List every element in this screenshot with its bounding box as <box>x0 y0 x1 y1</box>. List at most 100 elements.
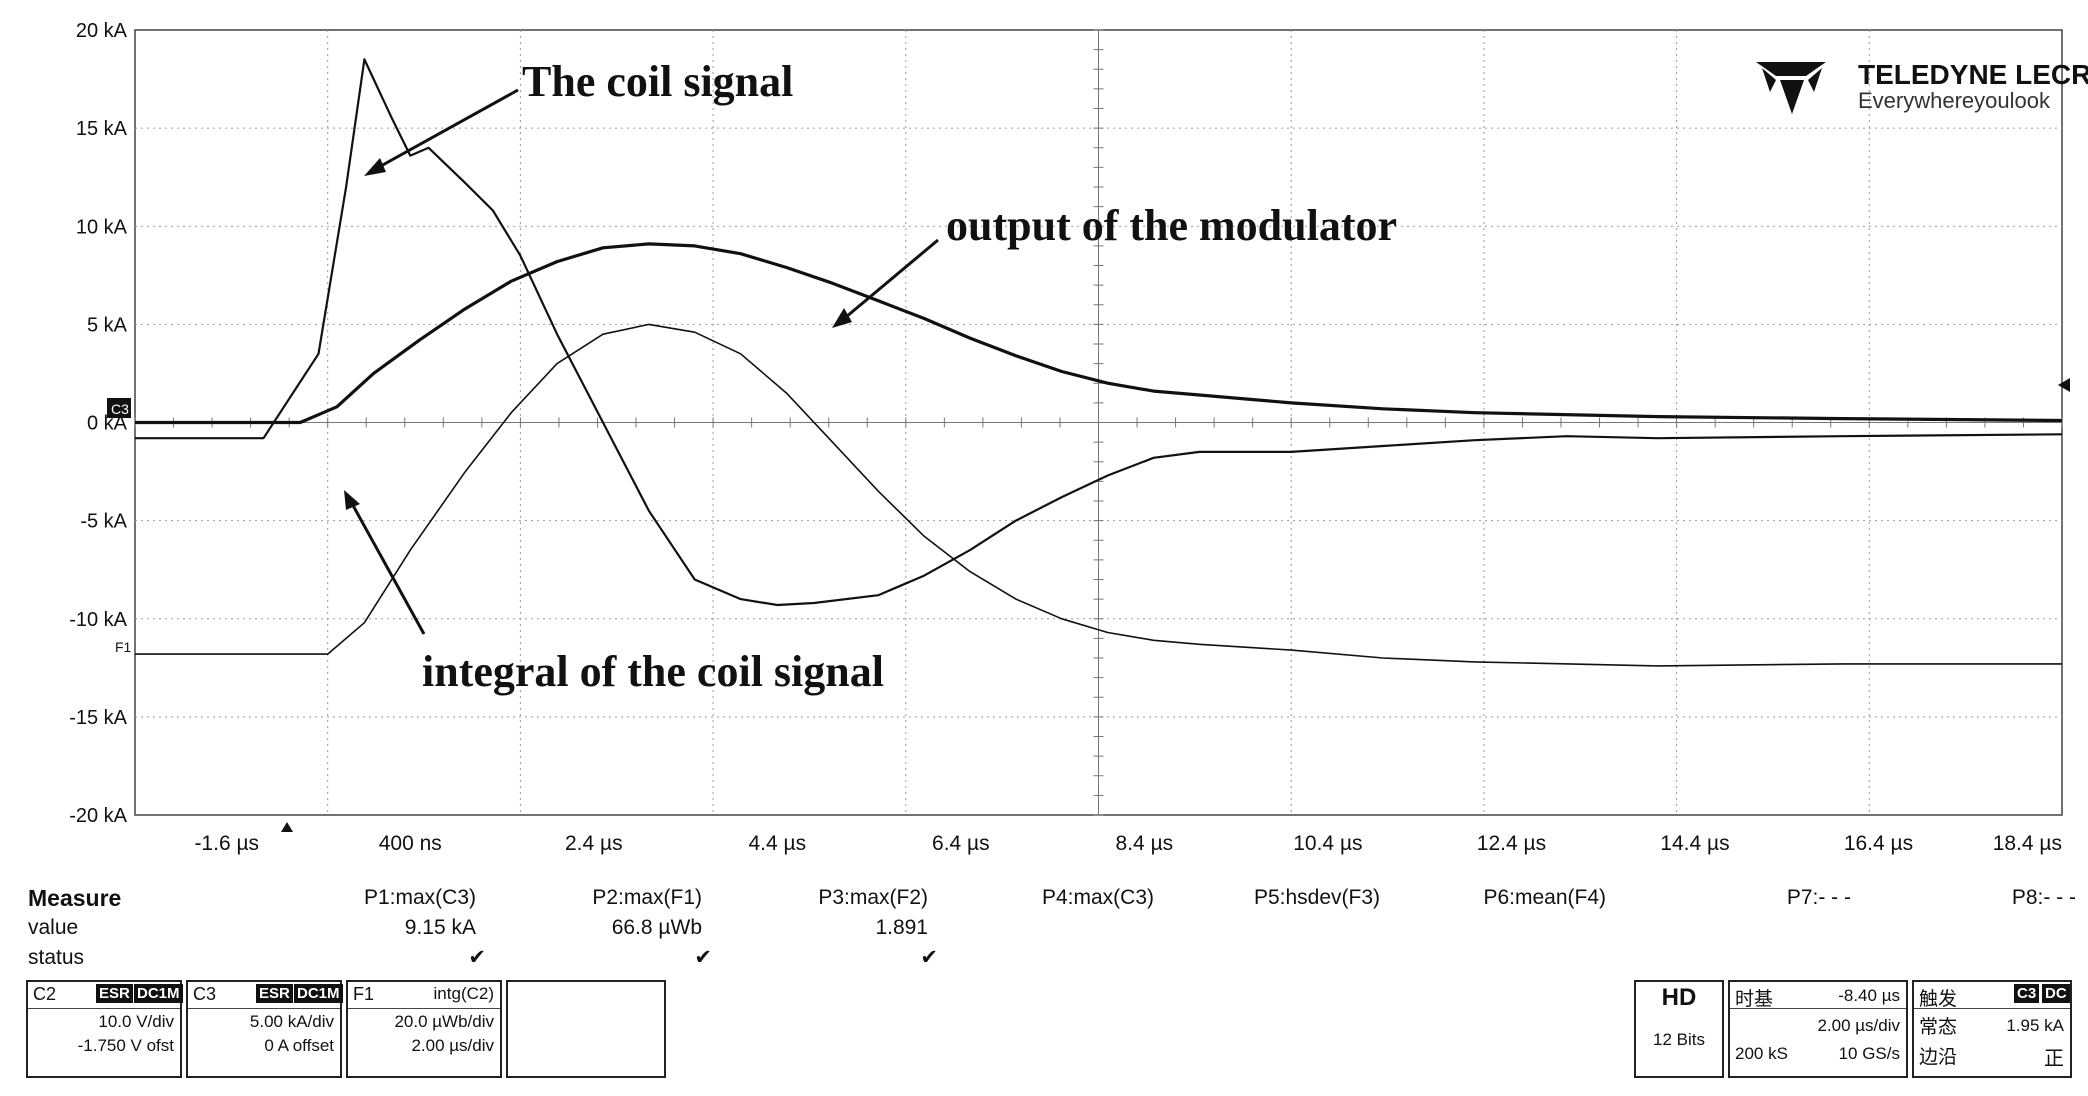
x-tick-label: 18.4 µs <box>1993 832 2062 855</box>
channel-c3-name: C3 <box>193 984 217 1004</box>
empty-channel-box[interactable] <box>506 980 666 1078</box>
c3-ground-marker-bg <box>107 398 131 418</box>
y-tick-label: -10 kA <box>69 609 127 631</box>
measure-param[interactable]: P7:- - - <box>1786 886 1851 909</box>
annotation-integral: integral of the coil signal <box>422 647 884 696</box>
channel-c2-scale: 10.0 V/div <box>98 1012 174 1031</box>
divider <box>1730 1008 1906 1009</box>
function-f1-operator: intg(C2) <box>433 984 494 1003</box>
trigger-mode: 常态 <box>1919 1017 1958 1038</box>
annotation-coil-arrow <box>369 88 519 174</box>
y-tick-label: 15 kA <box>76 118 128 140</box>
x-tick-label: -1.6 µs <box>194 832 259 855</box>
hd-mode-box[interactable]: HD 12 Bits <box>1634 980 1724 1078</box>
x-tick-label: 2.4 µs <box>565 832 623 855</box>
trigger-coupling-badge: DC <box>2042 984 2070 1003</box>
trigger-source-badge: C3 <box>2014 984 2040 1003</box>
timebase-sample-rate: 10 GS/s <box>1838 1044 1900 1063</box>
logo-tagline: Everywhereyoulook <box>1858 88 2051 113</box>
timebase-delay: -8.40 µs <box>1838 986 1900 1005</box>
annotation-modulator-arrow <box>839 238 939 324</box>
trace-modulator <box>135 242 2063 425</box>
timebase-box[interactable]: 时基 -8.40 µs 2.00 µs/div 200 kS 10 GS/s <box>1728 980 1908 1078</box>
trigger-edge: 正 <box>2044 1048 2064 1070</box>
measure-status-check: ✔ <box>694 946 712 969</box>
trace-coil <box>135 58 2063 607</box>
function-f1-timebase: 2.00 µs/div <box>411 1036 494 1055</box>
trace-integral <box>135 323 2062 667</box>
hd-mode-title: HD <box>1661 984 1697 1011</box>
annotation-integral-arrow <box>348 499 426 635</box>
trigger-level: 1.95 kA <box>2006 1016 2064 1035</box>
y-tick-label: -15 kA <box>69 707 127 729</box>
timebase-rate: 2.00 µs/div <box>1817 1016 1900 1035</box>
trigger-edge-label: 边沿 <box>1919 1047 1958 1068</box>
channel-c2-coupling-badge: ESR <box>96 984 133 1003</box>
annotations: The coil signal output of the modulator … <box>344 57 1397 696</box>
measure-table: Measure P1:max(C3) P2:max(F1) P3:max(F2)… <box>26 884 2076 974</box>
channel-c3-box[interactable]: C3 ESR DC1M 5.00 kA/div 0 A offset <box>186 980 343 1078</box>
f1-ground-marker: F1 <box>115 639 132 655</box>
measure-param[interactable]: P3:max(F2) <box>818 886 928 909</box>
measure-header-row: Measure P1:max(C3) P2:max(F1) P3:max(F2)… <box>26 884 2076 912</box>
timebase-samples: 200 kS <box>1735 1044 1788 1063</box>
logo-mark-icon-right <box>1808 68 1822 92</box>
channel-c3-offset: 0 A offset <box>264 1036 334 1055</box>
channel-c2-box[interactable]: C2 ESR DC1M 10.0 V/div -1.750 V ofst <box>26 980 183 1078</box>
measure-value: 1.891 <box>875 916 928 939</box>
y-tick-label: 10 kA <box>76 216 128 238</box>
logo-mark-icon-lower <box>1780 80 1804 114</box>
channel-c2-impedance-badge: DC1M <box>134 984 183 1003</box>
teledyne-lecroy-logo: TELEDYNE LECROY Everywhereyoulook <box>1756 59 2088 114</box>
annotation-integral-arrowhead <box>344 490 360 510</box>
trigger-position-marker <box>281 822 293 832</box>
channel-c3-scale: 5.00 kA/div <box>249 1012 334 1031</box>
measure-value-label: value <box>28 916 79 939</box>
divider <box>1914 1008 2070 1009</box>
annotation-modulator-arrowhead <box>832 308 852 328</box>
channel-c2-name: C2 <box>33 984 57 1004</box>
y-tick-label: -20 kA <box>69 805 127 827</box>
measure-param[interactable]: P2:max(F1) <box>592 886 702 909</box>
y-tick-label: 20 kA <box>76 20 128 42</box>
timebase-label: 时基 <box>1735 989 1774 1010</box>
x-axis: -1.6 µs 400 ns 2.4 µs 4.4 µs 6.4 µs 8.4 µs 10.… <box>194 832 2062 855</box>
measure-param[interactable]: P8:- - - <box>2011 886 2076 909</box>
measure-param[interactable]: P5:hsdev(F3) <box>1253 886 1380 909</box>
divider <box>188 1008 340 1009</box>
measure-status-check: ✔ <box>468 946 486 969</box>
x-tick-label: 400 ns <box>379 832 442 855</box>
logo-mark-icon-left <box>1762 68 1776 92</box>
function-f1-name: F1 <box>353 984 375 1004</box>
trigger-box[interactable]: 触发 C3 DC 常态 1.95 kA 边沿 正 <box>1912 980 2072 1078</box>
function-f1-box[interactable]: F1 intg(C2) 20.0 µWb/div 2.00 µs/div <box>346 980 502 1078</box>
channel-c3-coupling-badge: ESR <box>256 984 293 1003</box>
measure-param[interactable]: P1:max(C3) <box>363 886 476 909</box>
trigger-level-marker <box>2058 378 2070 392</box>
measure-value: 9.15 kA <box>404 916 476 939</box>
divider <box>28 1008 180 1009</box>
annotation-coil-arrowhead <box>364 158 386 176</box>
traces <box>135 58 2063 667</box>
measure-status-label: status <box>28 946 85 969</box>
logo-brand: TELEDYNE LECROY <box>1858 59 2088 90</box>
measure-status-row: status ✔ ✔ ✔ <box>26 944 2076 972</box>
measure-param[interactable]: P6:mean(F4) <box>1483 886 1606 909</box>
x-tick-label: 12.4 µs <box>1477 832 1546 855</box>
hd-mode-bits: 12 Bits <box>1653 1030 1705 1049</box>
measure-status-check: ✔ <box>920 946 938 969</box>
measure-param[interactable]: P4:max(C3) <box>1041 886 1154 909</box>
channel-c2-offset: -1.750 V ofst <box>77 1036 174 1055</box>
x-tick-label: 14.4 µs <box>1660 832 1729 855</box>
annotation-modulator: output of the modulator <box>946 201 1397 250</box>
y-tick-label: -5 kA <box>80 511 127 533</box>
plot-grid <box>134 29 2063 816</box>
channel-c3-impedance-badge: DC1M <box>294 984 343 1003</box>
x-tick-label: 8.4 µs <box>1116 832 1174 855</box>
function-f1-scale: 20.0 µWb/div <box>394 1012 494 1031</box>
y-tick-label: 5 kA <box>87 314 128 336</box>
trigger-label: 触发 <box>1919 989 1958 1010</box>
x-tick-label: 16.4 µs <box>1844 832 1913 855</box>
